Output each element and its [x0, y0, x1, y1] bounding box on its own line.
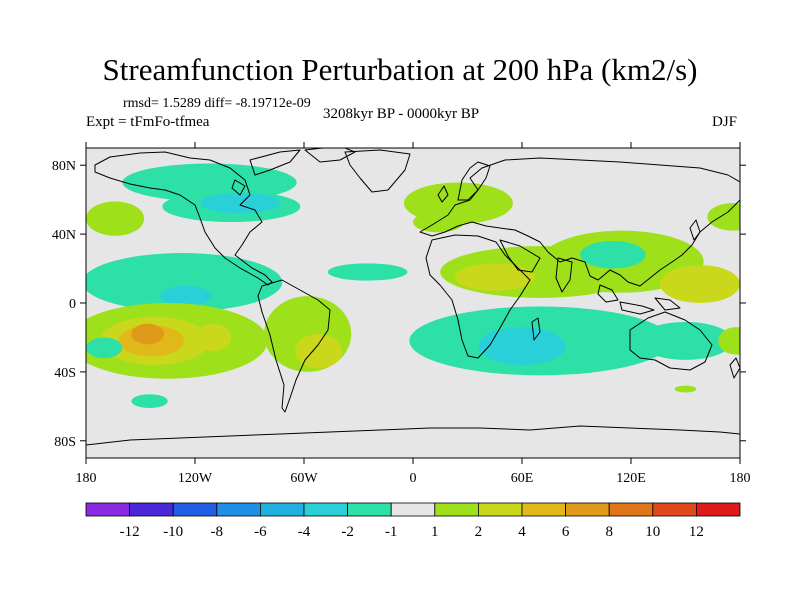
colorbar-label: 12: [689, 524, 704, 540]
colorbar-label: 4: [518, 524, 526, 540]
y-tick-label: 40S: [54, 366, 76, 381]
positive-anomaly-region: [718, 327, 740, 355]
positive-anomaly-region: [454, 263, 535, 291]
colorbar-label: 2: [475, 524, 483, 540]
y-tick-label: 0: [69, 297, 76, 312]
longitude-axis: 180 120W 60W 0 60E 120E 180: [76, 142, 751, 486]
x-tick-label: 0: [410, 471, 417, 486]
negative-anomaly-region: [580, 241, 646, 269]
colorbar-label: 1: [431, 524, 439, 540]
colorbar-swatch: [172, 502, 218, 517]
colorbar-swatch: [696, 502, 741, 517]
colorbar-swatch: [521, 502, 566, 517]
negative-anomaly-region: [160, 285, 212, 307]
x-tick-label: 60E: [511, 471, 534, 486]
x-tick-label: 120W: [178, 471, 213, 486]
colorbar-swatch: [652, 502, 697, 517]
colorbar-label: -10: [163, 524, 183, 540]
colorbar-swatch: [565, 502, 610, 517]
colorbar-swatch: [434, 502, 479, 517]
negative-anomaly-region: [478, 327, 566, 365]
colorbar-label: -12: [120, 524, 140, 540]
colorbar-swatch: [129, 502, 174, 517]
positive-anomaly-region: [674, 385, 697, 393]
contour-fill-regions: [86, 163, 740, 409]
positive-anomaly-region: [294, 334, 343, 369]
colorbar-label: -2: [341, 524, 354, 540]
figure-title: Streamfunction Perturbation at 200 hPa (…: [102, 52, 698, 87]
colorbar-swatch: [259, 502, 305, 517]
negative-anomaly-region: [638, 321, 733, 360]
positive-anomaly-region: [195, 323, 232, 352]
colorbar-label: -8: [211, 524, 224, 540]
period-text: 3208kyr BP - 0000kyr BP: [323, 106, 480, 122]
colorbar-swatch: [477, 502, 523, 517]
colorbar: -12 -10 -8 -6 -4 -2 -1 1 2 4 6 8 10 12: [85, 502, 741, 540]
x-tick-label: 180: [76, 471, 97, 486]
negative-anomaly-region: [86, 253, 283, 312]
latitude-axis: 80N 40N 0 40S 80S: [52, 159, 746, 450]
coastlines: [86, 148, 740, 446]
negative-anomaly-region: [200, 192, 281, 214]
stats-text: rmsd= 1.5289 diff= -8.19712e-09: [123, 96, 311, 111]
y-tick-label: 40N: [52, 228, 76, 243]
positive-anomaly-region: [413, 211, 464, 233]
x-tick-label: 180: [730, 471, 751, 486]
experiment-text: Expt = tFmFo-tfmea: [86, 114, 210, 130]
colorbar-swatch: [608, 502, 654, 517]
y-tick-label: 80N: [52, 159, 76, 174]
colorbar-label: 10: [645, 524, 660, 540]
positive-anomaly-region: [660, 265, 740, 303]
colorbar-label: 8: [605, 524, 613, 540]
y-tick-label: 80S: [54, 435, 76, 450]
colorbar-swatch: [85, 502, 130, 517]
x-tick-label: 120E: [616, 471, 646, 486]
negative-anomaly-region: [327, 263, 408, 281]
colorbar-label: -4: [298, 524, 311, 540]
negative-anomaly-region: [131, 394, 168, 409]
positive-anomaly-region: [86, 201, 145, 236]
colorbar-label: -1: [385, 524, 398, 540]
season-text: DJF: [712, 114, 738, 130]
colorbar-swatch: [303, 502, 348, 517]
x-tick-label: 60W: [290, 471, 318, 486]
colorbar-swatch: [216, 502, 261, 517]
colorbar-label: -6: [254, 524, 267, 540]
positive-anomaly-region: [707, 203, 740, 231]
colorbar-label: 6: [562, 524, 570, 540]
positive-anomaly-region: [131, 323, 165, 345]
colorbar-swatch: [390, 502, 436, 517]
colorbar-swatch: [347, 502, 392, 517]
negative-anomaly-region: [86, 337, 123, 359]
